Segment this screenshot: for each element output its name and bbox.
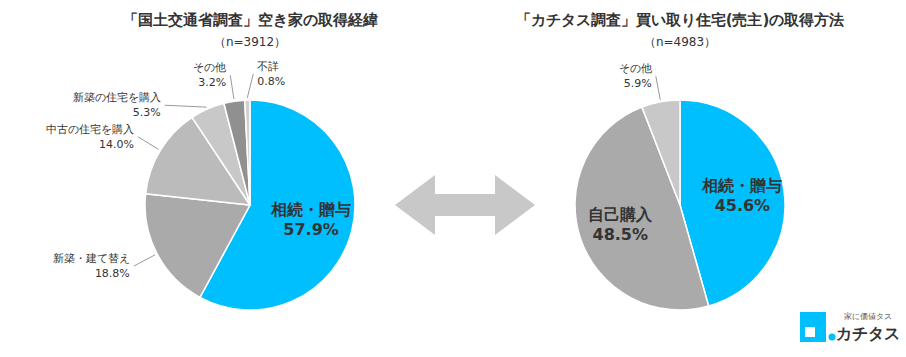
slice-value-label: 3.2%	[198, 76, 226, 89]
data-labels: 相続・贈与57.9% 新築・建て替え 18.8% 中古の住宅を購入 14.0% 新築の住宅…	[46, 60, 351, 280]
logo: 家に価値タスカチタス	[800, 312, 900, 343]
annotation: 家に価値タス	[844, 312, 892, 321]
slice-value-label: 5.9%	[624, 77, 652, 90]
slice-label: 新築の住宅を購入	[73, 91, 161, 104]
data-labels: 相続・贈与45.6% 自己購入48.5% その他 5.9%	[588, 62, 782, 244]
slice-label: 相続・贈与	[270, 200, 351, 219]
slice-label: 自己購入	[588, 205, 653, 224]
pie-slice	[145, 194, 250, 298]
slice-value-label: 57.9%	[283, 220, 339, 239]
logo-dot	[829, 334, 836, 341]
pie-chart: 「国土交通省調査」空き家の取得経緯 （n=3912） 相続・贈与57.9% 新築・建て…	[46, 11, 378, 311]
slice-label: 相続・贈与	[701, 176, 782, 195]
chart-subtitle: （n=3912）	[214, 35, 286, 49]
leader-line	[230, 75, 234, 99]
pie-slice	[575, 107, 709, 310]
slice-label: 不詳	[257, 60, 279, 73]
slices	[145, 100, 355, 310]
slice-label: その他	[193, 61, 226, 74]
chart-title: 「カチタス調査」買い取り住宅(売主)の取得方法	[516, 11, 845, 29]
slice-value-label: 14.0%	[99, 138, 134, 151]
leader-line	[138, 137, 159, 150]
pie-slice	[642, 100, 680, 205]
leader-line	[165, 105, 207, 107]
annotation: カチタス	[836, 324, 900, 343]
slice-value-label: 5.3%	[133, 106, 161, 119]
pie-chart: 「カチタス調査」買い取り住宅(売主)の取得方法 （n=4983） 相続・贈与45.6…	[516, 11, 845, 310]
logo-icon	[800, 312, 826, 342]
chart-subtitle: （n=4983）	[644, 35, 716, 49]
slice-label: その他	[619, 62, 652, 75]
leader-line	[247, 74, 253, 98]
chart-canvas: 「国土交通省調査」空き家の取得経緯（n=3912）相続・贈与57.9%新築・建て…	[0, 0, 906, 357]
slice-value-label: 0.8%	[257, 75, 285, 88]
slices	[575, 100, 785, 310]
pie-slice	[245, 100, 250, 205]
arrow	[395, 175, 535, 235]
slice-value-label: 18.8%	[95, 267, 130, 280]
pie-slice	[224, 100, 250, 205]
slice-label: 中古の住宅を購入	[46, 123, 134, 136]
slice-value-label: 48.5%	[593, 225, 649, 244]
leader-line	[134, 255, 155, 266]
leader-line	[656, 76, 660, 100]
slice-value-label: 45.6%	[715, 196, 771, 215]
slice-label: 新築・建て替え	[53, 252, 130, 265]
logo-icon-inner	[805, 327, 815, 337]
chart-title: 「国土交通省調査」空き家の取得経緯	[123, 11, 378, 29]
